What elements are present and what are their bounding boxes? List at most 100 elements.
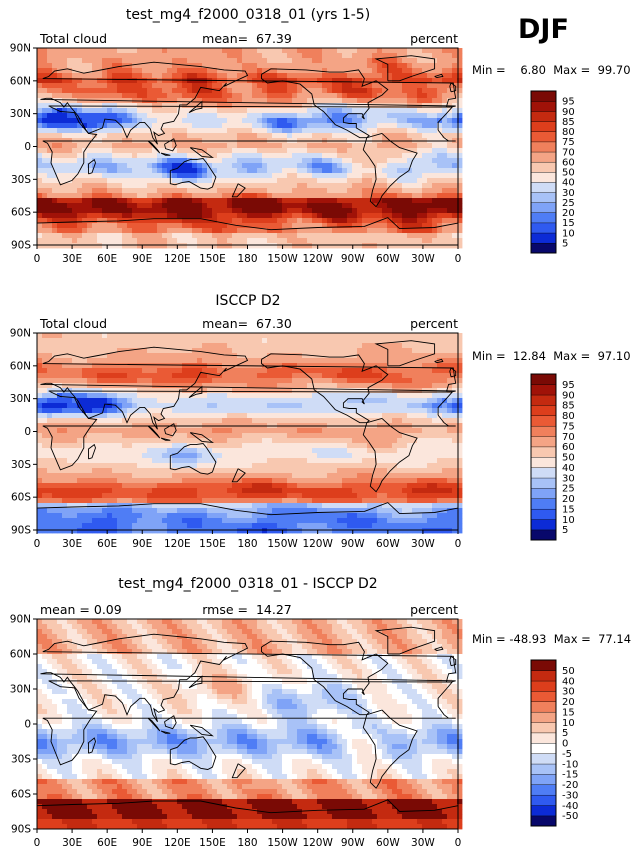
field-cell — [242, 98, 248, 104]
field-cell — [112, 173, 118, 179]
field-cell — [377, 238, 383, 244]
field-cell — [322, 373, 328, 379]
field-cell — [82, 133, 88, 139]
field-cell — [277, 168, 283, 174]
field-cell — [312, 118, 318, 124]
field-cell — [92, 368, 98, 374]
coastline — [147, 140, 161, 154]
field-cell — [197, 153, 203, 159]
field-cell — [187, 153, 193, 159]
field-cell — [342, 143, 348, 149]
field-cell — [297, 408, 303, 414]
field-cell — [212, 48, 218, 54]
field-cell — [52, 238, 58, 244]
field-cell — [267, 53, 273, 59]
field-cell — [337, 163, 343, 169]
field-cell — [242, 243, 248, 249]
field-cell — [192, 243, 198, 249]
field-cell — [237, 368, 243, 374]
field-cell — [147, 88, 153, 94]
field-cell — [227, 408, 233, 414]
field-cell — [82, 348, 88, 354]
field-cell — [102, 213, 108, 219]
field-cell — [452, 118, 458, 124]
field-cell — [137, 113, 143, 119]
field-cell — [422, 403, 428, 409]
field-cell — [142, 418, 148, 424]
field-cell — [72, 418, 78, 424]
field-cell — [132, 353, 138, 359]
field-cell — [207, 348, 213, 354]
field-cell — [42, 183, 48, 189]
field-cell — [232, 143, 238, 149]
field-cell — [107, 68, 113, 74]
field-cell — [172, 113, 178, 119]
field-cells — [37, 48, 463, 249]
field-cell — [377, 163, 383, 169]
field-cell — [307, 98, 313, 104]
field-cell — [322, 193, 328, 199]
field-cell — [222, 223, 228, 229]
field-cell — [332, 103, 338, 109]
field-cell — [217, 103, 223, 109]
field-cell — [352, 173, 358, 179]
field-cell — [82, 63, 88, 69]
field-cell — [157, 373, 163, 379]
field-cell — [317, 173, 323, 179]
field-cell — [127, 128, 133, 134]
field-cell — [132, 238, 138, 244]
field-cell — [222, 148, 228, 154]
field-cell — [117, 213, 123, 219]
field-cell — [97, 358, 103, 364]
field-cell — [267, 378, 273, 384]
field-cell — [57, 228, 63, 234]
field-cell — [412, 68, 418, 74]
field-cell — [77, 203, 83, 209]
field-cell — [52, 358, 58, 364]
field-cell — [322, 123, 328, 129]
field-cell — [277, 153, 283, 159]
field-cell — [277, 208, 283, 214]
field-cell — [182, 213, 188, 219]
field-cell — [237, 113, 243, 119]
field-cell — [327, 123, 333, 129]
field-cell — [302, 233, 308, 239]
field-cell — [142, 398, 148, 404]
field-cell — [42, 73, 48, 79]
field-cell — [437, 343, 443, 349]
field-cell — [327, 73, 333, 79]
field-cell — [167, 338, 173, 344]
field-cell — [147, 163, 153, 169]
field-cell — [292, 368, 298, 374]
field-cell — [257, 218, 263, 224]
field-cell — [52, 98, 58, 104]
field-cell — [172, 153, 178, 159]
field-cell — [127, 208, 133, 214]
field-cell — [82, 238, 88, 244]
field-cell — [77, 98, 83, 104]
field-cell — [362, 228, 368, 234]
field-cell — [292, 58, 298, 64]
field-cell — [327, 113, 333, 119]
field-cell — [442, 243, 448, 249]
field-cell — [267, 403, 273, 409]
field-cell — [362, 118, 368, 124]
field-cell — [277, 393, 283, 399]
field-cell — [42, 228, 48, 234]
field-cell — [297, 398, 303, 404]
field-cell — [357, 113, 363, 119]
field-cell — [217, 353, 223, 359]
field-cell — [327, 198, 333, 204]
field-cell — [72, 338, 78, 344]
field-cell — [367, 358, 373, 364]
field-cell — [377, 203, 383, 209]
field-cell — [422, 88, 428, 94]
field-cell — [432, 78, 438, 84]
field-cell — [407, 343, 413, 349]
field-cell — [397, 133, 403, 139]
field-cell — [412, 198, 418, 204]
field-cell — [127, 393, 133, 399]
field-cell — [317, 58, 323, 64]
field-cell — [172, 93, 178, 99]
field-cell — [292, 213, 298, 219]
